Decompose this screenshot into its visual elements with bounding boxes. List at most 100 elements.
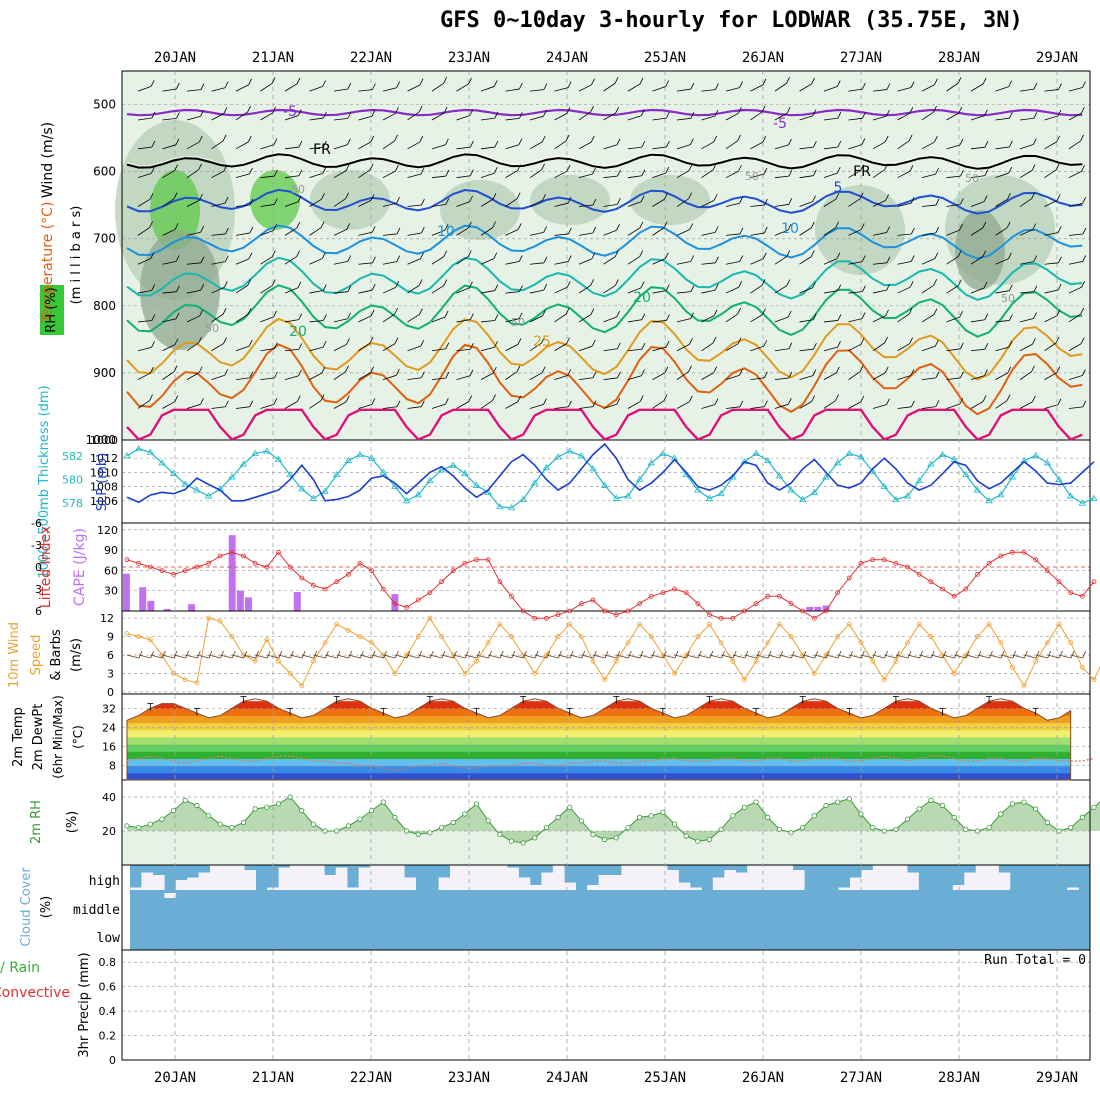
li-marker — [835, 590, 841, 596]
wind-barb-flag — [860, 395, 865, 403]
wind-barb-flag — [690, 138, 694, 145]
wind-barb — [1019, 291, 1034, 294]
wind10m-barb-flag — [371, 650, 376, 659]
li-marker — [544, 615, 549, 621]
wind-barb — [848, 261, 863, 265]
wind-barb-flag — [149, 394, 153, 401]
wind-barb — [1068, 286, 1082, 294]
wind10m-barb-flag — [418, 650, 422, 659]
wind10m-barb — [324, 654, 338, 659]
rh2m-marker — [310, 821, 316, 827]
wind-barb-flag — [297, 109, 302, 116]
temp-tick-label: 24 — [102, 721, 116, 734]
wind-barb — [578, 141, 592, 150]
contour-label: 10 — [437, 224, 455, 240]
wind-barb — [162, 198, 175, 207]
day-label-bottom: 21JAN — [252, 1070, 294, 1086]
wind-barb-flag — [835, 221, 840, 228]
wind-barb — [627, 256, 640, 265]
thickness-marker — [915, 476, 923, 484]
li-marker — [811, 615, 817, 621]
wind10m-barb — [954, 654, 967, 659]
wind-barb-flag — [861, 138, 866, 145]
wind-barb-flag — [739, 400, 744, 407]
wind-barb — [382, 313, 395, 323]
wind-barb — [1044, 372, 1057, 380]
wind-barb — [970, 401, 984, 409]
wind-barb — [1068, 140, 1081, 150]
wind-barb — [848, 117, 863, 121]
slp-tick-label: 1006 — [90, 495, 118, 508]
wind-barb — [235, 285, 248, 294]
wind-barb — [480, 86, 495, 92]
wind-barb-flag — [517, 395, 522, 402]
li-marker — [800, 608, 806, 614]
wind-barb — [701, 372, 714, 380]
wind-barb-flag — [396, 81, 400, 88]
wind-barb — [1019, 198, 1032, 207]
rh2m-marker — [520, 840, 526, 846]
wind-barb — [701, 262, 716, 265]
day-label-top: 24JAN — [546, 50, 588, 66]
wind-barb-flag — [395, 281, 400, 288]
wind-barb-flag — [347, 112, 352, 119]
wind-barb — [652, 198, 665, 207]
wind-barb — [750, 345, 764, 352]
wind-speed-marker — [870, 658, 875, 664]
li-marker — [415, 597, 421, 603]
wind-barb-flag — [347, 82, 352, 90]
ylabel-dewpt: 2m DewPt — [31, 704, 46, 771]
wind-speed-marker — [509, 634, 514, 639]
wind10m-barb-flag — [779, 650, 784, 659]
wind-barb — [211, 287, 225, 294]
wind10m-barb-flag — [301, 650, 306, 659]
li-marker — [683, 590, 689, 596]
cloud-high-gap — [610, 875, 622, 890]
wind-barb — [382, 233, 397, 236]
wind-barb — [358, 342, 371, 352]
wind-barb — [701, 342, 714, 352]
li-marker — [1021, 549, 1027, 555]
wind-barb-flag — [200, 256, 205, 263]
isotherm-35 — [126, 408, 1083, 441]
wind-speed-marker — [916, 621, 922, 627]
wind10m-barb — [627, 654, 641, 659]
wind-barb-flag — [174, 223, 179, 230]
wind-barb-flag — [173, 365, 178, 372]
li-marker — [858, 560, 864, 566]
wind-speed-marker — [415, 634, 421, 639]
wind10m-barb — [604, 654, 617, 659]
wind-barb-flag — [199, 309, 204, 317]
wind-barb-flag — [421, 400, 425, 407]
cloud-high-gap — [541, 872, 554, 890]
wind-barb-flag — [690, 82, 695, 90]
wind-barb — [823, 290, 838, 294]
wind10m-barb-flag — [977, 650, 982, 659]
wind-tick-label: 0 — [107, 686, 114, 699]
wind-barb-flag — [225, 227, 229, 235]
temp-bands — [127, 701, 1071, 780]
thickness-marker — [764, 456, 772, 463]
li-marker — [497, 579, 503, 585]
wind-barb-flag — [737, 134, 741, 142]
li-line — [126, 551, 1095, 619]
wind-barb — [750, 258, 764, 265]
wind-barb — [603, 377, 618, 381]
wind-speed-marker — [276, 658, 281, 664]
wind-barb-flag — [615, 106, 620, 114]
wind-barb-flag — [1009, 111, 1013, 119]
wind-barb — [946, 82, 959, 92]
wind-barb-flag — [616, 224, 620, 231]
wind-barb-flag — [370, 309, 375, 317]
wind-speed-marker — [648, 634, 654, 639]
wind-barb — [774, 82, 787, 92]
wind-barb-flag — [1032, 338, 1036, 345]
wind-barb — [1068, 170, 1082, 179]
wind-barb — [603, 82, 616, 92]
wind-barb — [652, 117, 667, 121]
wind-barb-flag — [960, 169, 964, 177]
wind-barb-flag — [788, 138, 792, 146]
wind-barb-flag — [296, 395, 301, 402]
wind-barb-flag — [739, 197, 743, 204]
thickness-marker — [519, 495, 527, 503]
